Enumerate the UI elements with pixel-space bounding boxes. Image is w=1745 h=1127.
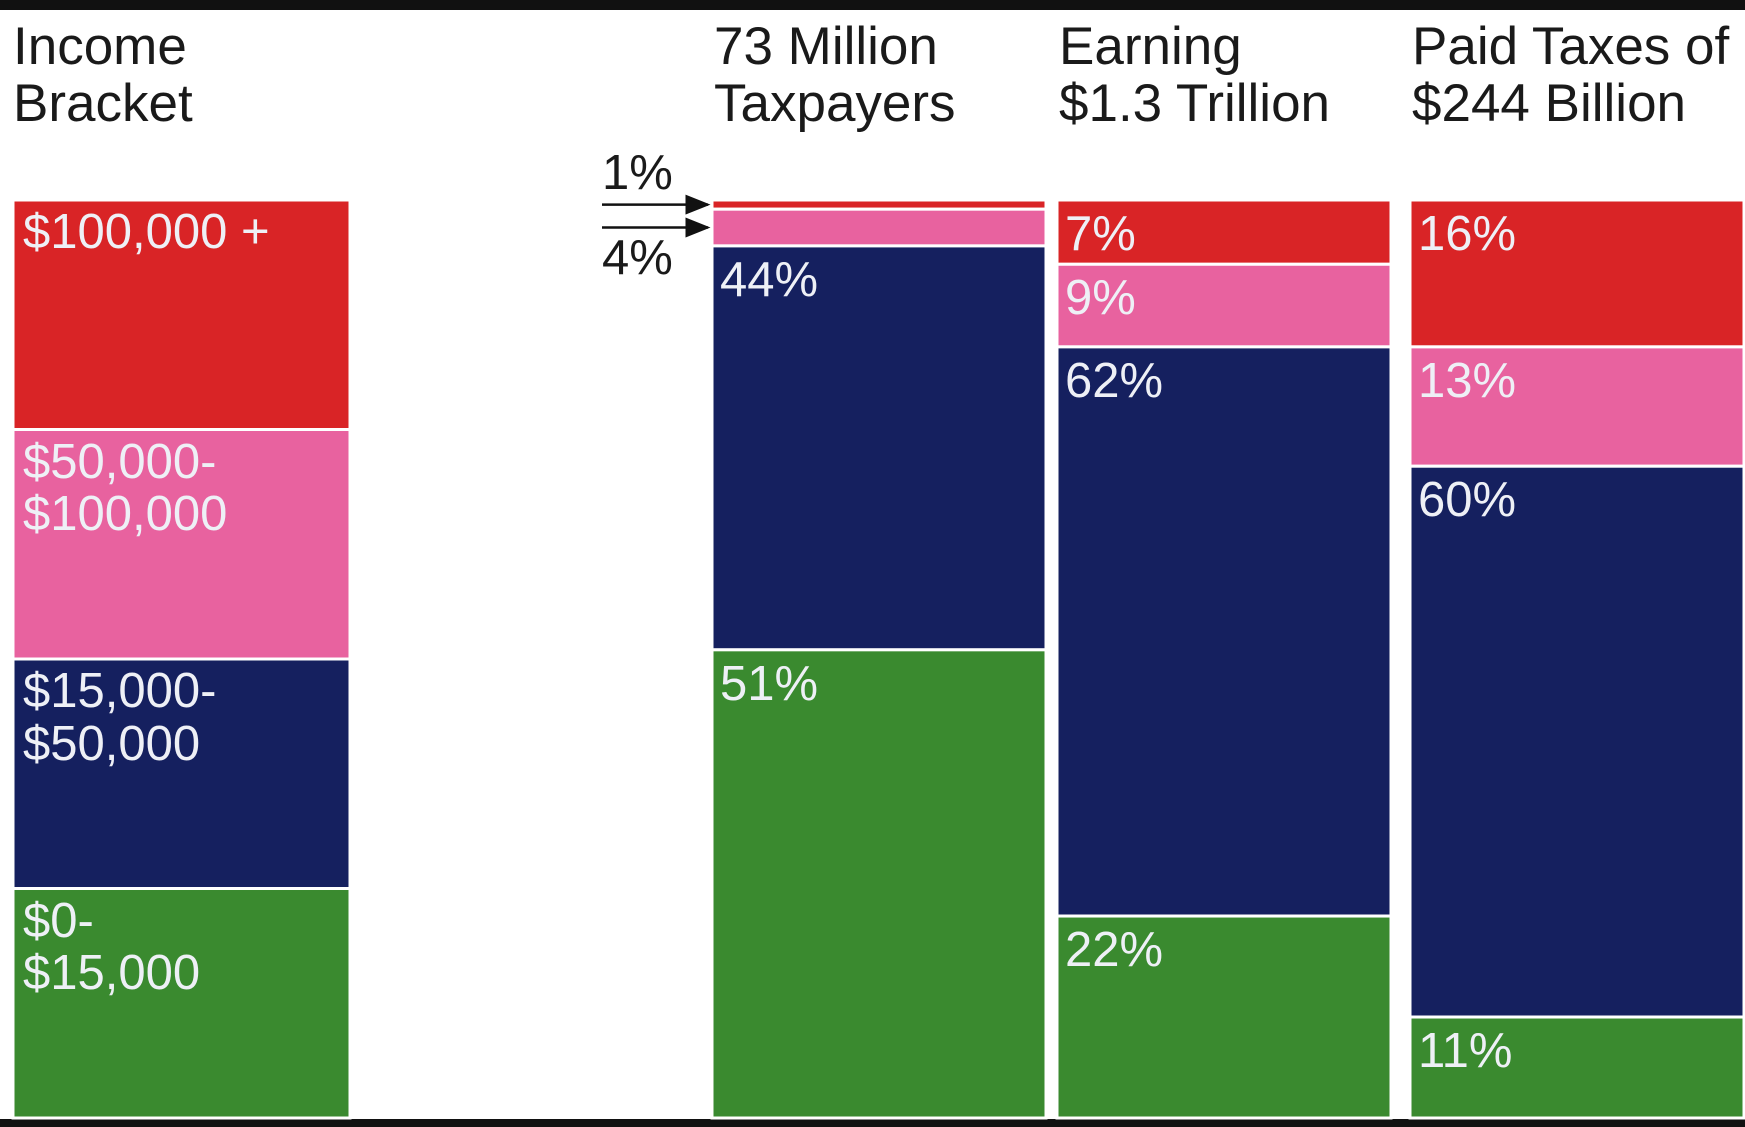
data-label: 60% xyxy=(1418,473,1517,528)
legend-swatch xyxy=(11,198,352,431)
data-label: 7% xyxy=(1065,207,1136,261)
legend-label: $15,000- $50,000 xyxy=(23,664,217,771)
legend-swatch xyxy=(11,428,352,661)
data-label: 44% xyxy=(720,252,819,307)
legend-swatch xyxy=(11,887,352,1120)
bottom-rule xyxy=(0,1119,1745,1127)
bar-segment xyxy=(1055,198,1393,266)
column-header: Earning $1.3 Trillion xyxy=(1059,17,1331,134)
data-label: 9% xyxy=(1065,271,1136,326)
data-label: 16% xyxy=(1418,207,1517,261)
column-header: Paid Taxes of $244 Billion xyxy=(1412,17,1730,134)
top-rule xyxy=(0,0,1745,10)
bar-segment xyxy=(710,244,1048,652)
bar-segment xyxy=(710,207,1048,248)
column-header: 73 Million Taxpayers xyxy=(714,17,956,134)
bar-segment xyxy=(1055,262,1393,349)
legend-title: Income Bracket xyxy=(13,17,193,134)
data-label: 11% xyxy=(1418,1024,1513,1079)
bar-segment xyxy=(1055,914,1393,1120)
data-label: 51% xyxy=(720,656,819,711)
legend-label: $0- $15,000 xyxy=(23,893,201,1001)
data-label: 13% xyxy=(1418,353,1517,408)
data-label: 1% xyxy=(602,145,673,200)
bar-segment xyxy=(1408,198,1745,349)
data-label: 4% xyxy=(602,230,673,285)
legend-swatch xyxy=(11,657,352,890)
bar-segment xyxy=(1055,345,1393,918)
legend-label: $50,000- $100,000 xyxy=(23,434,228,542)
bar-segment xyxy=(1408,464,1745,1019)
data-label: 22% xyxy=(1065,923,1164,978)
data-label: 62% xyxy=(1065,353,1164,408)
legend-label: $100,000 + xyxy=(23,205,270,259)
bar-segment xyxy=(710,648,1048,1120)
bar-segment xyxy=(1408,1015,1745,1120)
